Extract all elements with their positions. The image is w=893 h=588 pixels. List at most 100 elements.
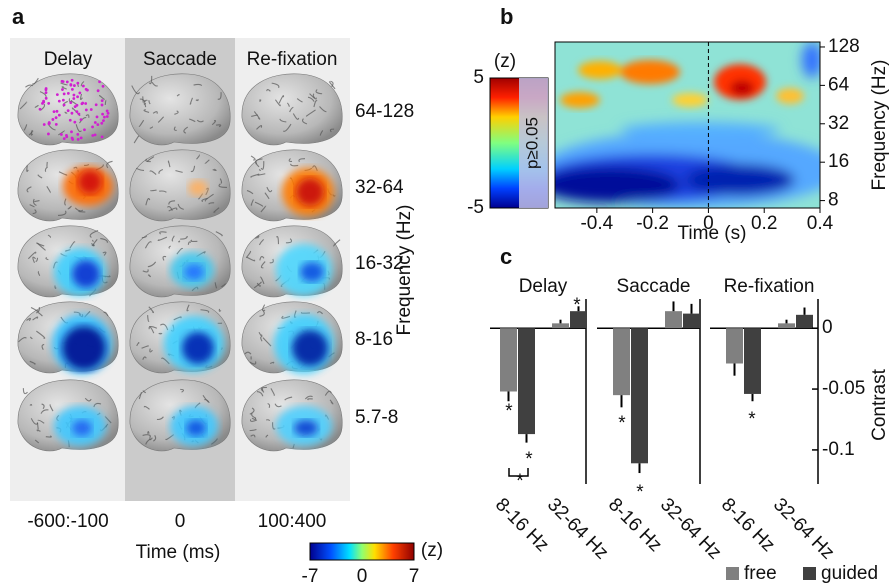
sensor-dot xyxy=(93,121,97,124)
sulcus xyxy=(302,118,308,125)
colorbar-unit: (z) xyxy=(421,540,443,561)
sensor-dot xyxy=(51,118,55,121)
sulcus xyxy=(319,130,324,136)
brain xyxy=(129,379,231,452)
sulcus xyxy=(189,118,196,123)
sulcus xyxy=(22,388,28,395)
brain xyxy=(17,149,119,222)
brain xyxy=(129,225,231,298)
sensor-dot xyxy=(89,108,93,111)
sulcus xyxy=(259,276,265,285)
sulcus xyxy=(264,192,270,200)
sulcus xyxy=(58,171,68,176)
sulcus xyxy=(149,189,157,192)
sensor-dot xyxy=(61,80,65,84)
sulcus xyxy=(255,158,263,165)
sulcus xyxy=(54,285,57,289)
sulcus xyxy=(148,306,155,314)
sulcus xyxy=(49,404,54,412)
sulcus xyxy=(142,269,149,273)
category-label: 32-64 Hz xyxy=(769,494,838,563)
sensor-dot xyxy=(76,132,80,136)
sulcus xyxy=(148,75,153,85)
subplot-title: Saccade xyxy=(617,276,691,297)
colorbar-tick: 0 xyxy=(357,566,368,587)
sensor-dot xyxy=(93,133,97,137)
brain xyxy=(129,149,231,222)
y-tick-label: 32 xyxy=(828,113,849,134)
sulcus xyxy=(64,249,71,252)
sulcus xyxy=(146,156,155,162)
sensor-dot xyxy=(70,111,74,115)
sensor-dot xyxy=(47,132,50,136)
sulcus xyxy=(158,332,163,335)
bar xyxy=(500,328,517,392)
sulcus xyxy=(249,428,257,432)
time-window: -600:-100 xyxy=(27,511,108,532)
sulcus xyxy=(173,126,177,132)
significance-star: * xyxy=(525,449,533,470)
sulcus xyxy=(144,241,152,249)
sulcus xyxy=(218,308,222,312)
sulcus xyxy=(26,186,32,193)
sulcus xyxy=(45,435,52,438)
sulcus xyxy=(245,250,252,259)
sulcus xyxy=(174,110,179,115)
sulcus xyxy=(305,109,316,117)
legend-label: guided xyxy=(821,563,878,584)
sensor-dot xyxy=(57,113,61,117)
sensor-dot xyxy=(41,101,44,105)
sulcus xyxy=(26,317,31,322)
sulcus xyxy=(196,119,204,123)
sulcus xyxy=(212,168,217,172)
sulcus xyxy=(69,241,76,249)
activation xyxy=(292,330,328,366)
time-window: 100:400 xyxy=(258,511,327,532)
colorbar-unit: (z) xyxy=(494,51,516,72)
sensor-dot xyxy=(55,93,59,97)
sulcus xyxy=(217,92,222,100)
sulcus xyxy=(98,95,105,101)
sulcus xyxy=(141,235,148,239)
sulcus xyxy=(131,85,141,95)
row-label: 32-64 xyxy=(355,177,404,198)
sensor-dot xyxy=(95,115,99,119)
activation xyxy=(294,420,318,436)
sulcus xyxy=(36,429,41,432)
sulcus xyxy=(145,158,151,163)
colorbar-tick: 7 xyxy=(409,566,420,587)
x-tick-label: -0.2 xyxy=(636,213,669,234)
panel-label: a xyxy=(12,4,25,29)
sulcus xyxy=(202,394,209,403)
sulcus xyxy=(177,203,184,210)
brain xyxy=(17,73,119,146)
sulcus xyxy=(167,160,171,168)
sulcus xyxy=(333,239,341,247)
sulcus xyxy=(41,343,45,350)
sulcus xyxy=(104,99,107,105)
sulcus xyxy=(269,361,275,365)
sulcus xyxy=(215,231,223,237)
activation xyxy=(78,170,102,194)
significance-star: * xyxy=(618,413,626,434)
sulcus xyxy=(75,124,82,133)
sulcus xyxy=(266,419,271,422)
sulcus xyxy=(27,251,37,260)
bar xyxy=(665,311,682,329)
sensor-dot xyxy=(52,110,56,114)
sensor-dot xyxy=(72,84,76,87)
sulcus xyxy=(171,235,175,242)
sulcus xyxy=(266,186,273,193)
sulcus xyxy=(168,207,178,212)
sulcus xyxy=(260,205,267,213)
sulcus xyxy=(289,106,294,113)
sulcus xyxy=(138,391,143,400)
sulcus xyxy=(18,337,27,343)
sulcus xyxy=(45,256,49,261)
sulcus xyxy=(32,256,36,264)
sulcus xyxy=(153,435,157,442)
sulcus xyxy=(176,94,180,97)
sulcus xyxy=(133,135,140,144)
sulcus xyxy=(46,186,51,194)
brain xyxy=(129,73,231,146)
